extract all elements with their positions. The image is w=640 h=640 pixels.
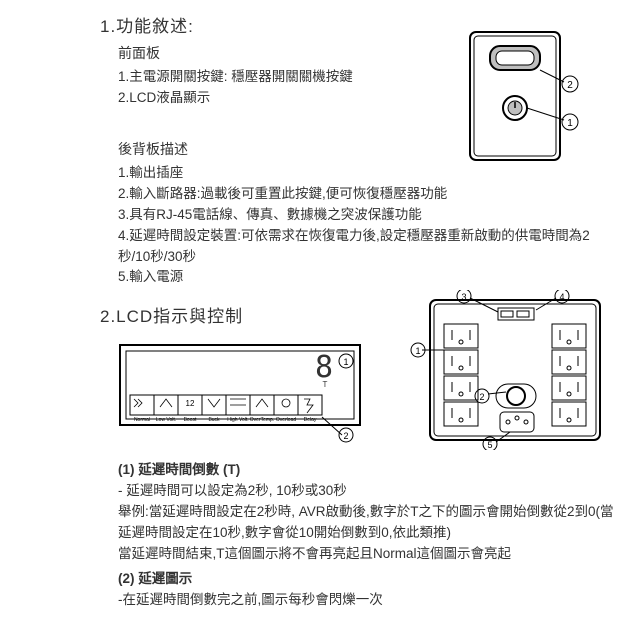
back-panel-diagram: 4 3 1 bbox=[410, 290, 610, 450]
svg-text:1: 1 bbox=[415, 346, 420, 356]
back-panel-item-5: 5.輸入電源 bbox=[118, 267, 620, 288]
lcd-item1-line1: - 延遲時間可以設定為2秒, 10秒或30秒 bbox=[118, 481, 620, 502]
svg-text:3: 3 bbox=[461, 292, 466, 302]
svg-text:2: 2 bbox=[343, 431, 348, 441]
lcd-diagram: 8 T 1 12 Normal Low Volt. Boost Buck Hig… bbox=[118, 343, 378, 443]
svg-text:High Volt.: High Volt. bbox=[227, 417, 248, 423]
svg-text:1: 1 bbox=[343, 357, 348, 367]
back-panel-item-1: 1.輸出插座 bbox=[118, 163, 620, 184]
svg-text:12: 12 bbox=[186, 399, 195, 408]
lcd-item1-title: (1) 延遲時間倒數 (T) bbox=[118, 460, 620, 481]
svg-text:T: T bbox=[323, 380, 328, 389]
svg-text:Low Volt.: Low Volt. bbox=[156, 417, 176, 423]
lcd-item2-title: (2) 延遲圖示 bbox=[118, 569, 620, 590]
svg-text:5: 5 bbox=[487, 440, 492, 450]
svg-text:Overload: Overload bbox=[276, 417, 297, 423]
front-panel-diagram: 2 1 bbox=[468, 30, 598, 165]
svg-text:Normal: Normal bbox=[134, 417, 150, 423]
svg-text:4: 4 bbox=[559, 292, 564, 302]
lcd-item2-line: -在延遲時間倒數完之前,圖示每秒會閃爍一次 bbox=[118, 590, 620, 611]
back-panel-item-2: 2.輸入斷路器:過載後可重置此按鍵,便可恢復穩壓器功能 bbox=[118, 184, 620, 205]
svg-text:Buck: Buck bbox=[208, 417, 220, 423]
svg-text:Boost: Boost bbox=[184, 417, 197, 423]
svg-text:Delay: Delay bbox=[304, 417, 317, 423]
svg-text:OverTemp.: OverTemp. bbox=[250, 417, 274, 423]
svg-text:1: 1 bbox=[567, 118, 573, 129]
svg-text:2: 2 bbox=[479, 392, 484, 402]
svg-text:2: 2 bbox=[567, 80, 573, 91]
back-panel-item-3: 3.具有RJ-45電話線、傳真、數據機之突波保護功能 bbox=[118, 205, 620, 226]
back-panel-item-4: 4.延遲時間設定裝置:可依需求在恢復電力後,設定穩壓器重新啟動的供電時間為2秒/… bbox=[118, 226, 620, 268]
lcd-item1-line2: 舉例:當延遲時間設定在2秒時, AVR啟動後,數字於T之下的圖示會開始倒數從2到… bbox=[118, 502, 620, 544]
lcd-item1-line3: 當延遲時間結束,T這個圖示將不會再亮起且Normal這個圖示會亮起 bbox=[118, 544, 620, 565]
